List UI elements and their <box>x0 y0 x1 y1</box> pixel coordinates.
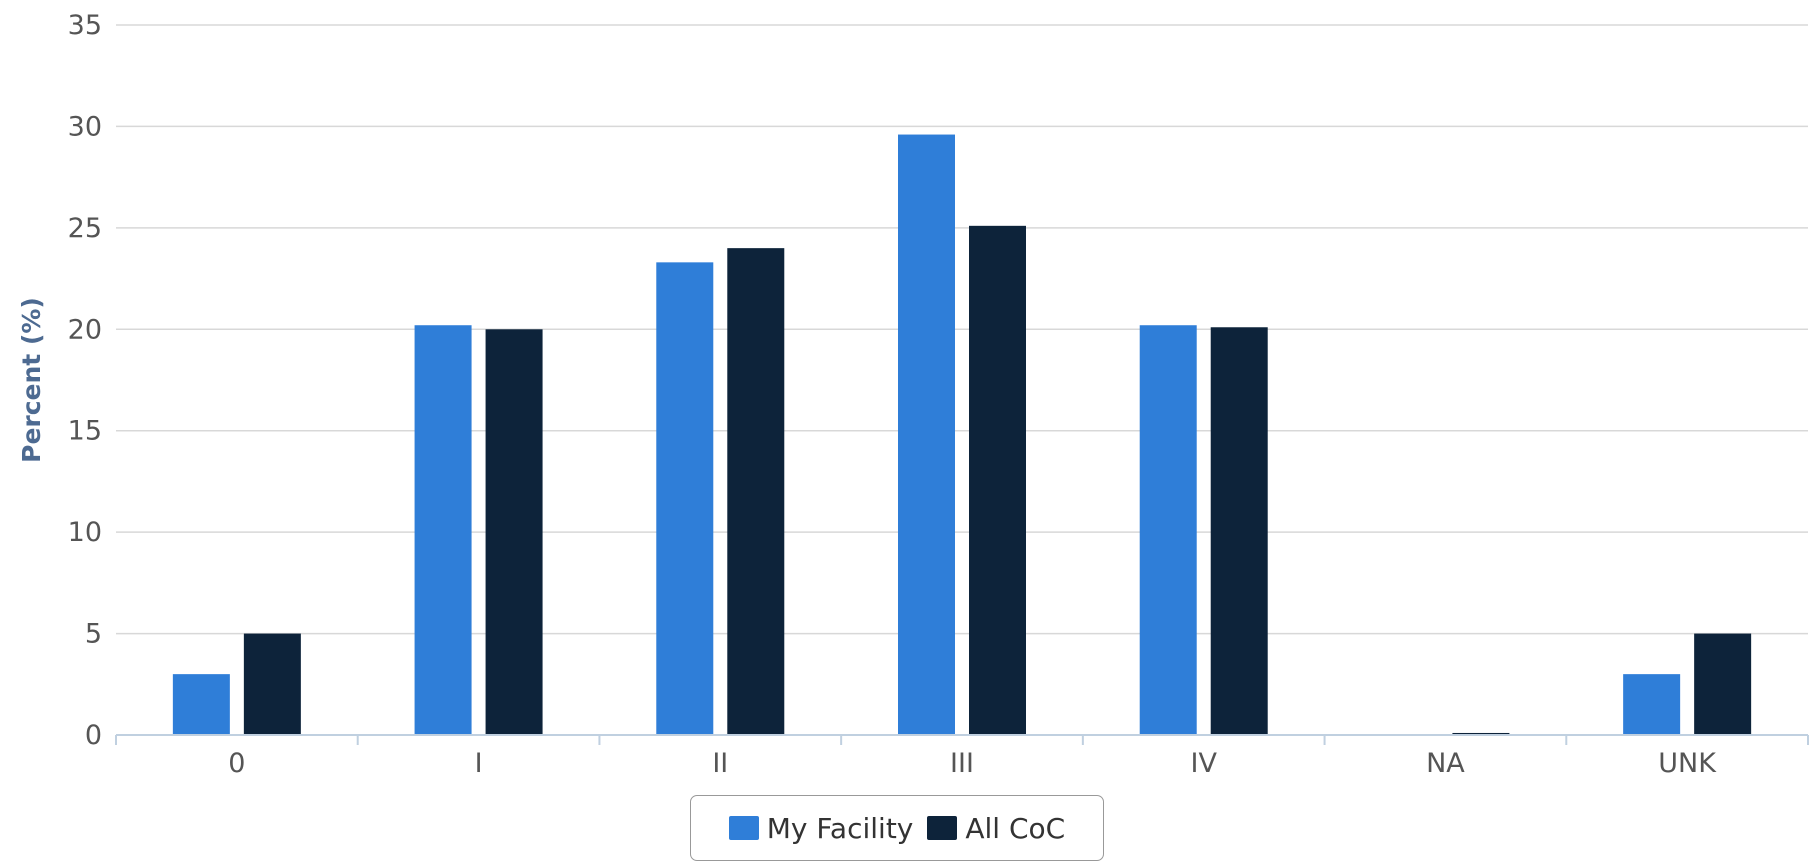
bar-all-coc-unk[interactable] <box>1694 633 1752 735</box>
legend-item-my-facility[interactable]: My Facility <box>728 811 914 845</box>
y-tick-label: 5 <box>85 619 102 650</box>
legend: My Facility All CoC <box>690 795 1104 861</box>
bar-all-coc-iii[interactable] <box>969 225 1026 736</box>
x-tick-label: 0 <box>228 748 245 779</box>
y-tick-label: 30 <box>68 111 102 142</box>
bars <box>172 134 1752 736</box>
y-tick-label: 0 <box>85 720 102 751</box>
x-tick-label: NA <box>1426 748 1465 779</box>
x-tick-label: I <box>475 748 483 779</box>
y-tick-label: 35 <box>68 10 102 41</box>
y-tick-label: 20 <box>68 314 102 345</box>
x-tick-label: IV <box>1190 748 1217 779</box>
x-axis <box>115 734 1809 745</box>
bar-my-facility-iii[interactable] <box>898 134 955 736</box>
bar-my-facility-iv[interactable] <box>1139 325 1197 735</box>
y-tick-label: 15 <box>68 416 102 447</box>
bar-my-facility-unk[interactable] <box>1623 674 1681 735</box>
x-tick-label: III <box>950 748 974 779</box>
gridlines <box>116 24 1808 635</box>
bar-my-facility-i[interactable] <box>414 325 472 735</box>
bar-all-coc-i[interactable] <box>485 329 543 735</box>
bar-all-coc-na[interactable] <box>1452 732 1510 735</box>
legend-item-all-coc[interactable]: All CoC <box>927 812 1065 845</box>
bar-all-coc-0[interactable] <box>243 633 301 735</box>
y-tick-label: 25 <box>68 213 102 244</box>
x-tick-label: UNK <box>1658 748 1717 779</box>
y-tick-label: 10 <box>68 517 102 548</box>
bar-all-coc-iv[interactable] <box>1210 327 1268 735</box>
bar-my-facility-ii[interactable] <box>656 262 714 735</box>
legend-swatch-all-coc <box>927 816 958 840</box>
bar-my-facility-0[interactable] <box>172 674 230 735</box>
legend-label-my-facility: My Facility <box>766 811 914 845</box>
legend-swatch-my-facility <box>728 816 759 840</box>
bar-all-coc-ii[interactable] <box>727 248 785 735</box>
x-tick-label: II <box>712 748 728 779</box>
y-axis-title: Percent (%) <box>17 297 46 463</box>
legend-label-all-coc: All CoC <box>965 811 1066 845</box>
